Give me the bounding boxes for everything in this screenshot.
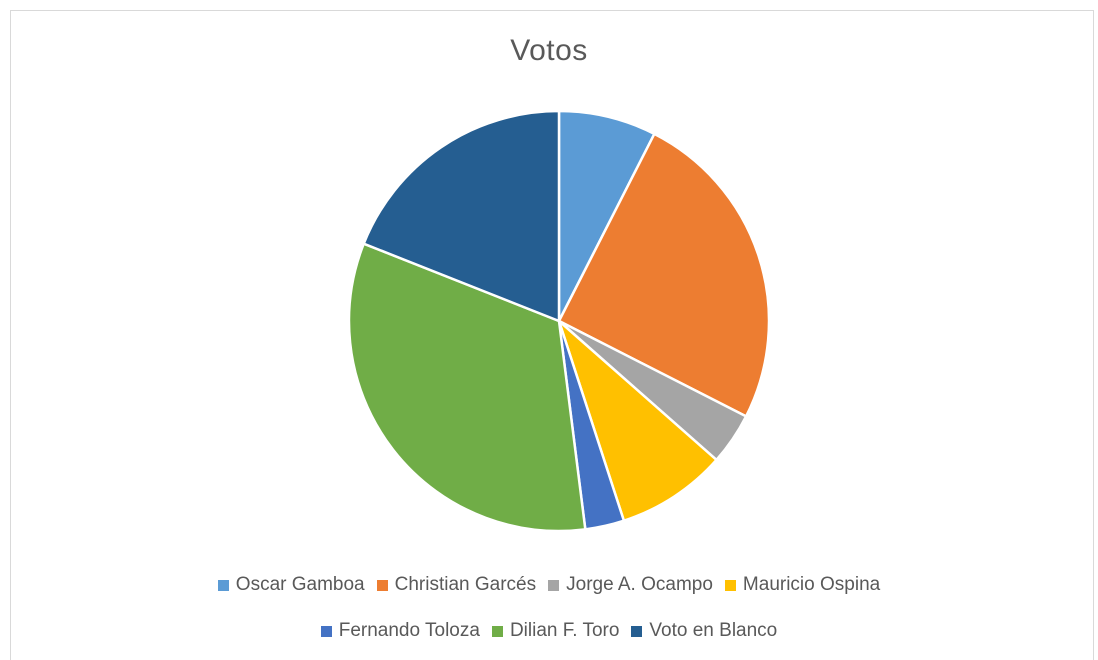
legend-label: Jorge A. Ocampo [566, 574, 713, 595]
legend-label: Fernando Toloza [338, 620, 480, 641]
chart-title: Votos [510, 34, 588, 67]
legend-label: Oscar Gamboa [235, 574, 365, 595]
legend-swatch [631, 625, 643, 637]
pie-slice-oscar-gamboa [557, 109, 656, 323]
legend-swatch [376, 579, 388, 591]
legend-item-mauricio-ospina: Mauricio Ospina [724, 574, 881, 596]
legend-label: Mauricio Ospina [742, 574, 881, 595]
legend-label: Dilian F. Toro [509, 620, 620, 641]
pie-slice-dilian-f-toro [347, 242, 587, 533]
pie-slice-mauricio-ospina [557, 319, 718, 522]
legend-swatch [320, 625, 332, 637]
legend-swatch [217, 579, 229, 591]
legend-label: Christian Garcés [394, 574, 537, 595]
legend-row-1: Oscar Gamboa Christian Garcés Jorge A. Oca… [0, 574, 1098, 596]
pie-slice-christian-garc-s [557, 132, 771, 418]
legend-item-christian-garc-s: Christian Garcés [376, 574, 537, 596]
legend-swatch [491, 625, 503, 637]
legend-item-jorge-a-ocampo: Jorge A. Ocampo [548, 574, 713, 596]
legend-label: Voto en Blanco [649, 620, 778, 641]
legend-item-fernando-toloza: Fernando Toloza [320, 620, 480, 642]
legend-item-oscar-gamboa: Oscar Gamboa [217, 574, 365, 596]
pie-slice-voto-en-blanco [362, 109, 561, 323]
legend-swatch [548, 579, 560, 591]
legend-item-voto-en-blanco: Voto en Blanco [631, 620, 777, 642]
legend-item-dilian-f-toro: Dilian F. Toro [491, 620, 620, 642]
legend-row-2: Fernando Toloza Dilian F. Toro Voto en Bla… [0, 620, 1098, 642]
legend-swatch [724, 579, 736, 591]
